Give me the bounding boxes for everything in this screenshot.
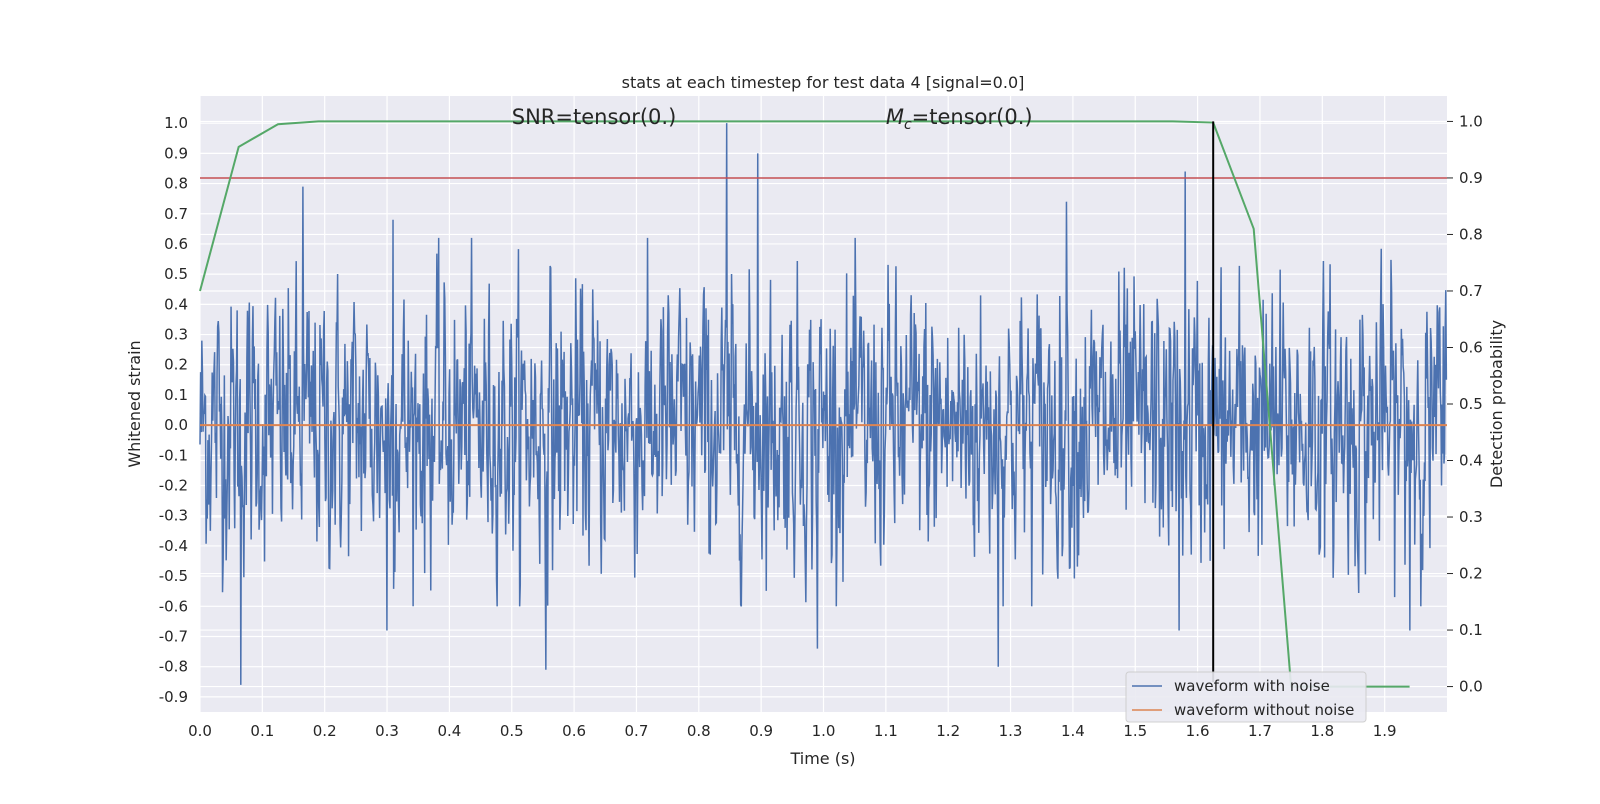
y-left-tick-label: 0.9 xyxy=(164,144,188,162)
y-left-tick-label: 0.6 xyxy=(164,235,188,253)
x-tick-label: 0.3 xyxy=(375,722,399,740)
mc-subscript: c xyxy=(904,117,912,133)
y-right-tick-label: 0.2 xyxy=(1459,565,1483,583)
x-tick-label: 1.0 xyxy=(812,722,836,740)
x-tick-label: 0.8 xyxy=(687,722,711,740)
mc-symbol: M xyxy=(886,105,904,129)
y-right-tick-label: 0.7 xyxy=(1459,282,1483,300)
x-tick-label: 1.1 xyxy=(874,722,898,740)
legend: waveform with noise waveform without noi… xyxy=(1125,671,1367,723)
series-detection-probability xyxy=(199,120,1410,688)
y-right-tick-label: 1.0 xyxy=(1459,112,1483,130)
x-tick-label: 1.8 xyxy=(1310,722,1334,740)
y-right-tick-label: 0.1 xyxy=(1459,621,1483,639)
y-left-tick-label: 0.1 xyxy=(164,386,188,404)
y-left-tick-label: -0.1 xyxy=(159,446,188,464)
y-left-tick-label: -0.7 xyxy=(159,628,188,646)
annotations: SNR=tensor(0.) Mc=tensor(0.) xyxy=(512,105,1033,133)
y-left-tick-label: -0.3 xyxy=(159,507,188,525)
mc-value: =tensor(0.) xyxy=(912,105,1033,129)
y-left-tick-label: 0.8 xyxy=(164,175,188,193)
legend-box xyxy=(1125,671,1367,723)
y-left-tick-label: 0.7 xyxy=(164,205,188,223)
y-right-tick-label: 0.9 xyxy=(1459,169,1483,187)
x-tick-label: 0.4 xyxy=(437,722,461,740)
y-axis-label-right: Detection probability xyxy=(1487,320,1506,488)
x-tick-label: 0.9 xyxy=(749,722,773,740)
y-left-tick-label: -0.4 xyxy=(159,537,188,555)
x-tick-label: 1.6 xyxy=(1186,722,1210,740)
series-waveform-with-noise xyxy=(199,123,1448,685)
legend-label-noise: waveform with noise xyxy=(1174,677,1330,695)
y-left-tick-label: -0.2 xyxy=(159,477,188,495)
x-tick-label: 1.7 xyxy=(1248,722,1272,740)
x-tick-label: 0.5 xyxy=(500,722,524,740)
data-layer xyxy=(199,120,1448,688)
mc-annotation: Mc=tensor(0.) xyxy=(886,105,1033,133)
x-tick-label: 0.7 xyxy=(625,722,649,740)
y-left-tick-label: -0.5 xyxy=(159,567,188,585)
x-tick-label: 1.9 xyxy=(1373,722,1397,740)
legend-label-clean: waveform without noise xyxy=(1174,701,1354,719)
y-axis-label-left: Whitened strain xyxy=(125,340,144,467)
axes: 0.0 0.1 0.2 0.3 0.4 0.5 0.6 0.7 0.8 0.9 1.0 1.1 1.2 1… xyxy=(159,112,1483,740)
x-tick-label: 0.2 xyxy=(313,722,337,740)
grid-lines xyxy=(199,96,1447,712)
y-left-tick-label: -0.6 xyxy=(159,597,188,615)
y-right-tick-label: 0.4 xyxy=(1459,452,1483,470)
y-left-tick-label: -0.8 xyxy=(159,658,188,676)
y-right-tick-label: 0.8 xyxy=(1459,225,1483,243)
y-left-tick-label: 0.2 xyxy=(164,356,188,374)
y-left-tick-label: 0.3 xyxy=(164,326,188,344)
snr-annotation: SNR=tensor(0.) xyxy=(512,105,677,129)
y-left-tick-label: 1.0 xyxy=(164,114,188,132)
x-tick-label: 0.1 xyxy=(250,722,274,740)
x-tick-label: 1.4 xyxy=(1061,722,1085,740)
x-tick-label: 1.5 xyxy=(1123,722,1147,740)
x-axis-label: Time (s) xyxy=(789,749,855,768)
x-tick-label: 1.3 xyxy=(999,722,1023,740)
x-tick-label: 0.6 xyxy=(562,722,586,740)
y-left-tick-label: 0.4 xyxy=(164,295,188,313)
x-tick-label: 0.0 xyxy=(188,722,212,740)
chart-title: stats at each timestep for test data 4 [… xyxy=(622,73,1025,92)
y-left-tick-label: -0.9 xyxy=(159,688,188,706)
y-left-tick-label: 0.5 xyxy=(164,265,188,283)
y-left-tick-label: 0.0 xyxy=(164,416,188,434)
y-right-tick-label: 0.3 xyxy=(1459,508,1483,526)
y-right-tick-label: 0.0 xyxy=(1459,678,1483,696)
x-tick-label: 1.2 xyxy=(936,722,960,740)
y-right-tick-label: 0.5 xyxy=(1459,395,1483,413)
y-right-tick-label: 0.6 xyxy=(1459,338,1483,356)
